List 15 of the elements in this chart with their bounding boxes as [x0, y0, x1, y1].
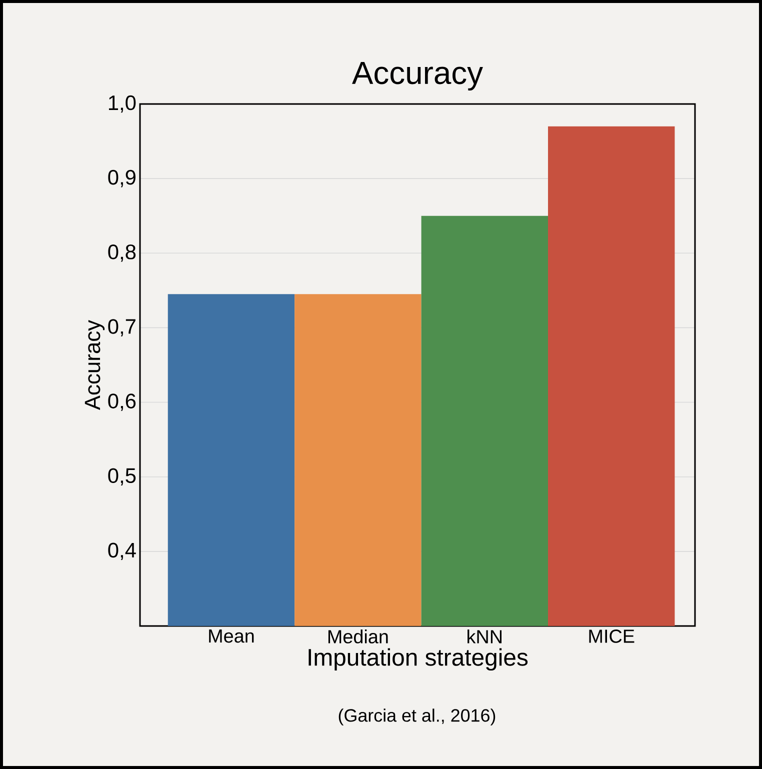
x-tick-label: Median: [328, 630, 388, 644]
y-tick-label: 0,7: [108, 319, 136, 336]
y-tick-label: 1,0: [108, 95, 136, 113]
x-axis-title: Imputation strategies: [308, 648, 528, 671]
y-axis-title: Accuracy: [84, 320, 105, 410]
x-tick-label: kNN: [468, 630, 502, 644]
chart-title: Accuracy: [352, 62, 483, 90]
y-tick-label: 0,8: [108, 244, 136, 262]
y-tick-label: 0,6: [108, 394, 136, 411]
x-tick-label: Mean: [209, 630, 254, 643]
y-tick-label: 0,4: [108, 542, 136, 560]
x-tick-label: MICE: [589, 630, 634, 643]
y-tick-label: 0,9: [108, 170, 136, 188]
y-tick-label: 0,5: [108, 468, 136, 486]
text: (Garcia et al., 2016): [338, 708, 496, 726]
